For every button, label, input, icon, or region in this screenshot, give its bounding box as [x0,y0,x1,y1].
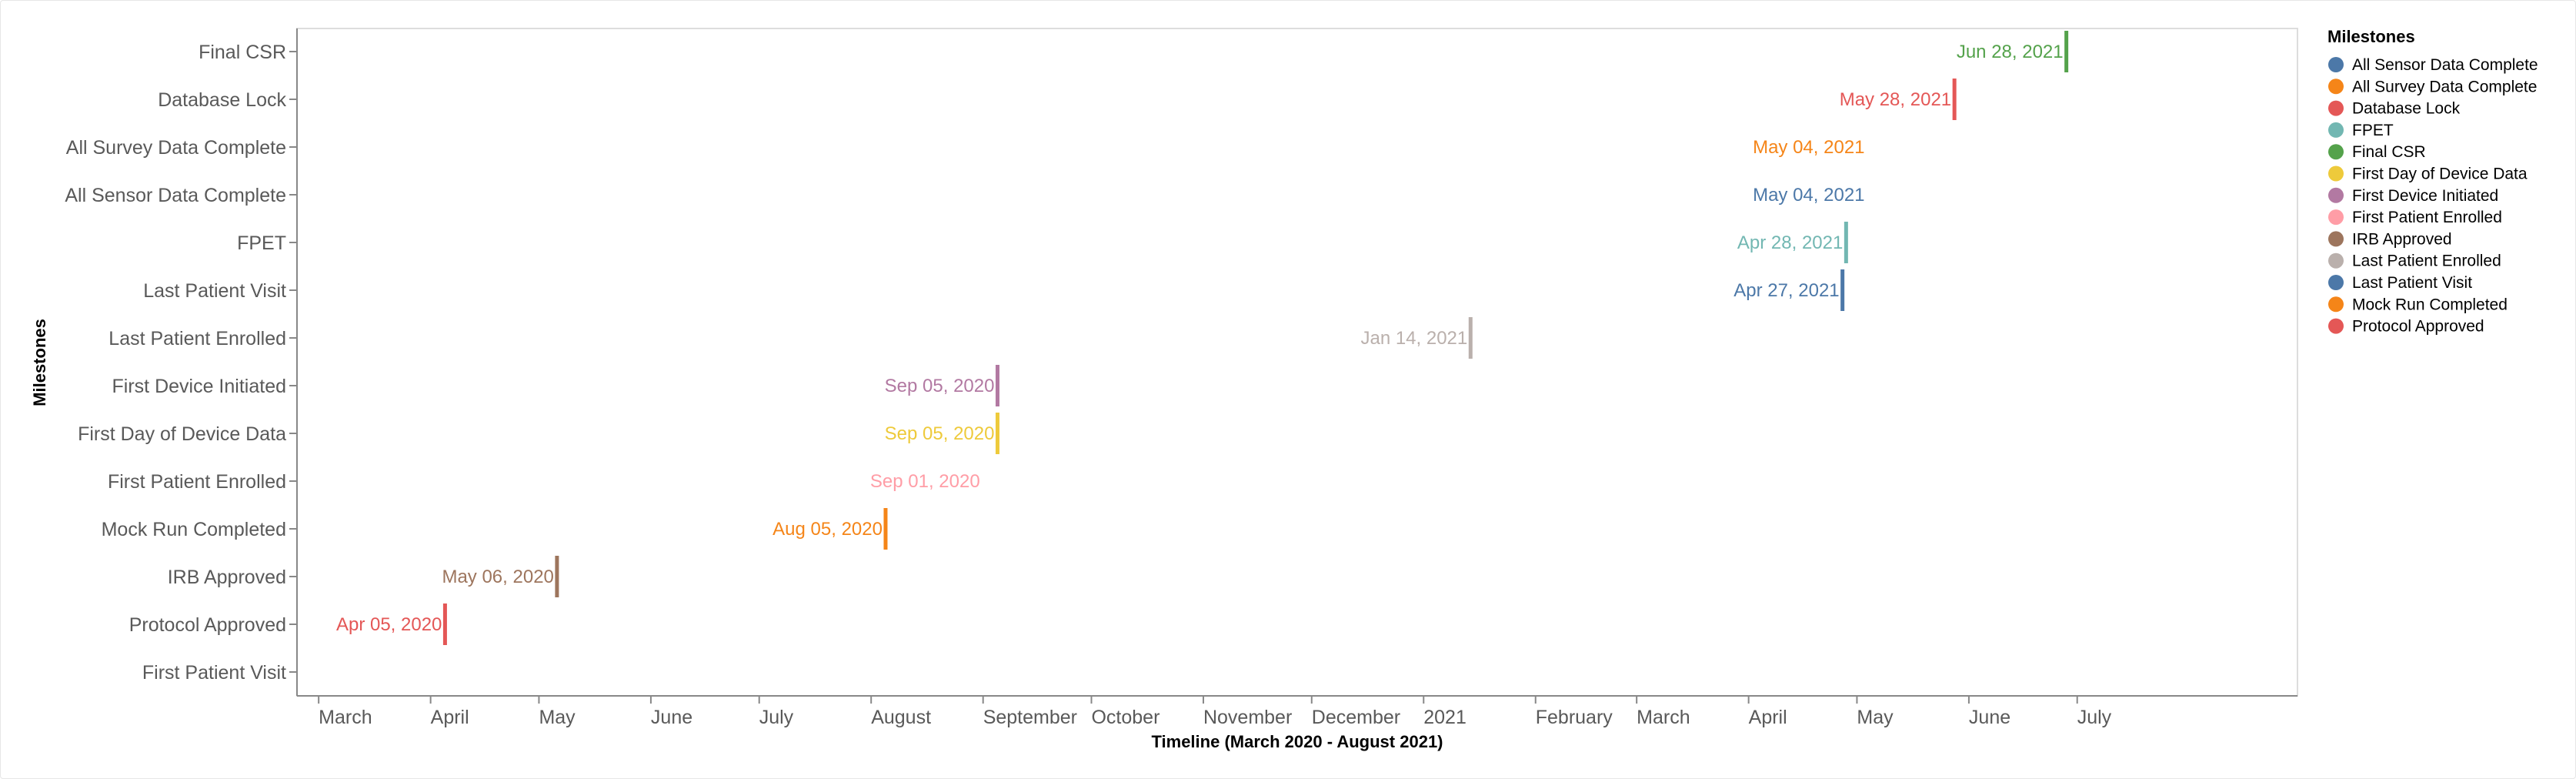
legend-item-label: All Survey Data Complete [2352,78,2537,95]
x-tick-label: May [1857,707,1894,728]
milestone-tick [1952,79,1957,120]
x-tick-label: December [1312,707,1400,728]
milestone-tick [2064,31,2069,72]
legend-item-label: First Patient Enrolled [2352,209,2502,226]
legend-swatch [2328,209,2344,226]
legend-item-label: Last Patient Visit [2352,274,2472,292]
milestone-tick [555,556,559,597]
legend-swatch [2328,144,2344,160]
legend-item-label: Mock Run Completed [2352,296,2508,313]
x-tick-label: April [431,707,469,728]
milestone-tick [995,413,999,454]
y-tick-label: Mock Run Completed [102,519,286,540]
x-tick-label: July [2077,707,2112,728]
legend-item-label: IRB Approved [2352,230,2452,248]
legend-item-label: FPET [2352,122,2394,139]
milestone-tick [1844,222,1848,263]
plot-area [296,28,2298,697]
y-tick-label: First Patient Visit [142,662,286,684]
milestone-tick [1840,269,1845,311]
y-tick-label: All Survey Data Complete [66,137,286,159]
x-tick-label: May [539,707,576,728]
x-tick-label: October [1091,707,1160,728]
y-tick-label: First Patient Enrolled [108,471,286,493]
legend: Milestones All Sensor Data Complete All Su… [2327,27,2538,336]
legend-item-label: Protocol Approved [2352,318,2484,336]
milestone-date-label: Jan 14, 2021 [1360,328,1467,349]
x-tick-label: April [1749,707,1787,728]
milestone-date-label: Apr 27, 2021 [1733,280,1839,301]
milestone-date-label: Sep 01, 2020 [870,471,980,492]
legend-swatch [2328,122,2344,138]
legend-item-label: Database Lock [2352,100,2461,118]
legend-item-label: First Device Initiated [2352,187,2498,205]
milestone-date-label: May 04, 2021 [1753,185,1864,206]
legend-swatch [2328,296,2344,313]
legend-title: Milestones [2327,27,2415,46]
legend-item-label: Final CSR [2352,143,2426,161]
legend-swatch [2328,252,2344,269]
milestone-date-label: Apr 05, 2020 [336,614,442,635]
legend-item-label: All Sensor Data Complete [2352,56,2538,74]
y-tick-label: IRB Approved [168,567,286,588]
milestone-tick [442,603,447,645]
x-tick-label: November [1203,707,1292,728]
milestone-tick [995,365,999,406]
x-tick-label: September [983,707,1077,728]
x-tick-label: March [319,707,372,728]
milestone-date-label: May 04, 2021 [1753,137,1864,158]
milestone-date-label: Apr 28, 2021 [1737,232,1843,253]
y-tick-label: Protocol Approved [129,614,286,636]
milestone-date-label: Sep 05, 2020 [885,423,995,444]
legend-item-label: First Day of Device Data [2352,165,2528,183]
milestone-date-label: Jun 28, 2021 [1957,42,2064,62]
y-axis-title: Milestones [30,319,49,406]
x-tick-label: July [759,707,794,728]
y-tick-label: First Day of Device Data [78,423,286,445]
milestone-date-label: May 06, 2020 [442,567,553,587]
marks-layer: Jun 28, 2021 May 28, 2021 May 04, 2021 May … [336,31,2069,645]
y-tick-label: Last Patient Enrolled [108,328,286,349]
legend-swatch [2328,275,2344,290]
y-tick-label: First Device Initiated [112,376,286,397]
milestone-tick [1468,317,1473,359]
plot-border [296,28,2298,697]
legend-swatch [2328,187,2344,203]
x-tick-label: 2021 [1423,707,1467,728]
legend-swatch [2328,79,2344,95]
legend-swatch [2328,318,2344,334]
legend-swatch [2328,165,2344,182]
milestone-date-label: May 28, 2021 [1840,89,1951,110]
x-axis-title: Timeline (March 2020 - August 2021) [1151,732,1443,751]
legend-swatch [2328,231,2344,247]
legend-item-label: Last Patient Enrolled [2352,252,2501,270]
x-tick-label: June [651,707,692,728]
y-tick-label: FPET [237,232,286,254]
x-axis: March April May June July August September Octo… [297,695,2297,728]
milestone-tick [883,508,888,550]
x-tick-label: February [1536,707,1613,728]
x-tick-label: August [871,707,931,728]
y-tick-label: All Sensor Data Complete [65,185,286,206]
legend-swatch [2328,57,2344,72]
y-tick-label: Database Lock [158,89,286,111]
y-tick-label: Last Patient Visit [143,280,286,302]
milestone-date-label: Aug 05, 2020 [772,519,883,540]
legend-swatch [2328,100,2344,116]
x-tick-label: June [1969,707,2010,728]
y-axis: Final CSR Database Lock All Survey Data Co… [65,28,298,696]
milestone-date-label: Sep 05, 2020 [885,376,995,396]
x-tick-label: March [1637,707,1690,728]
y-tick-label: Final CSR [199,42,286,63]
